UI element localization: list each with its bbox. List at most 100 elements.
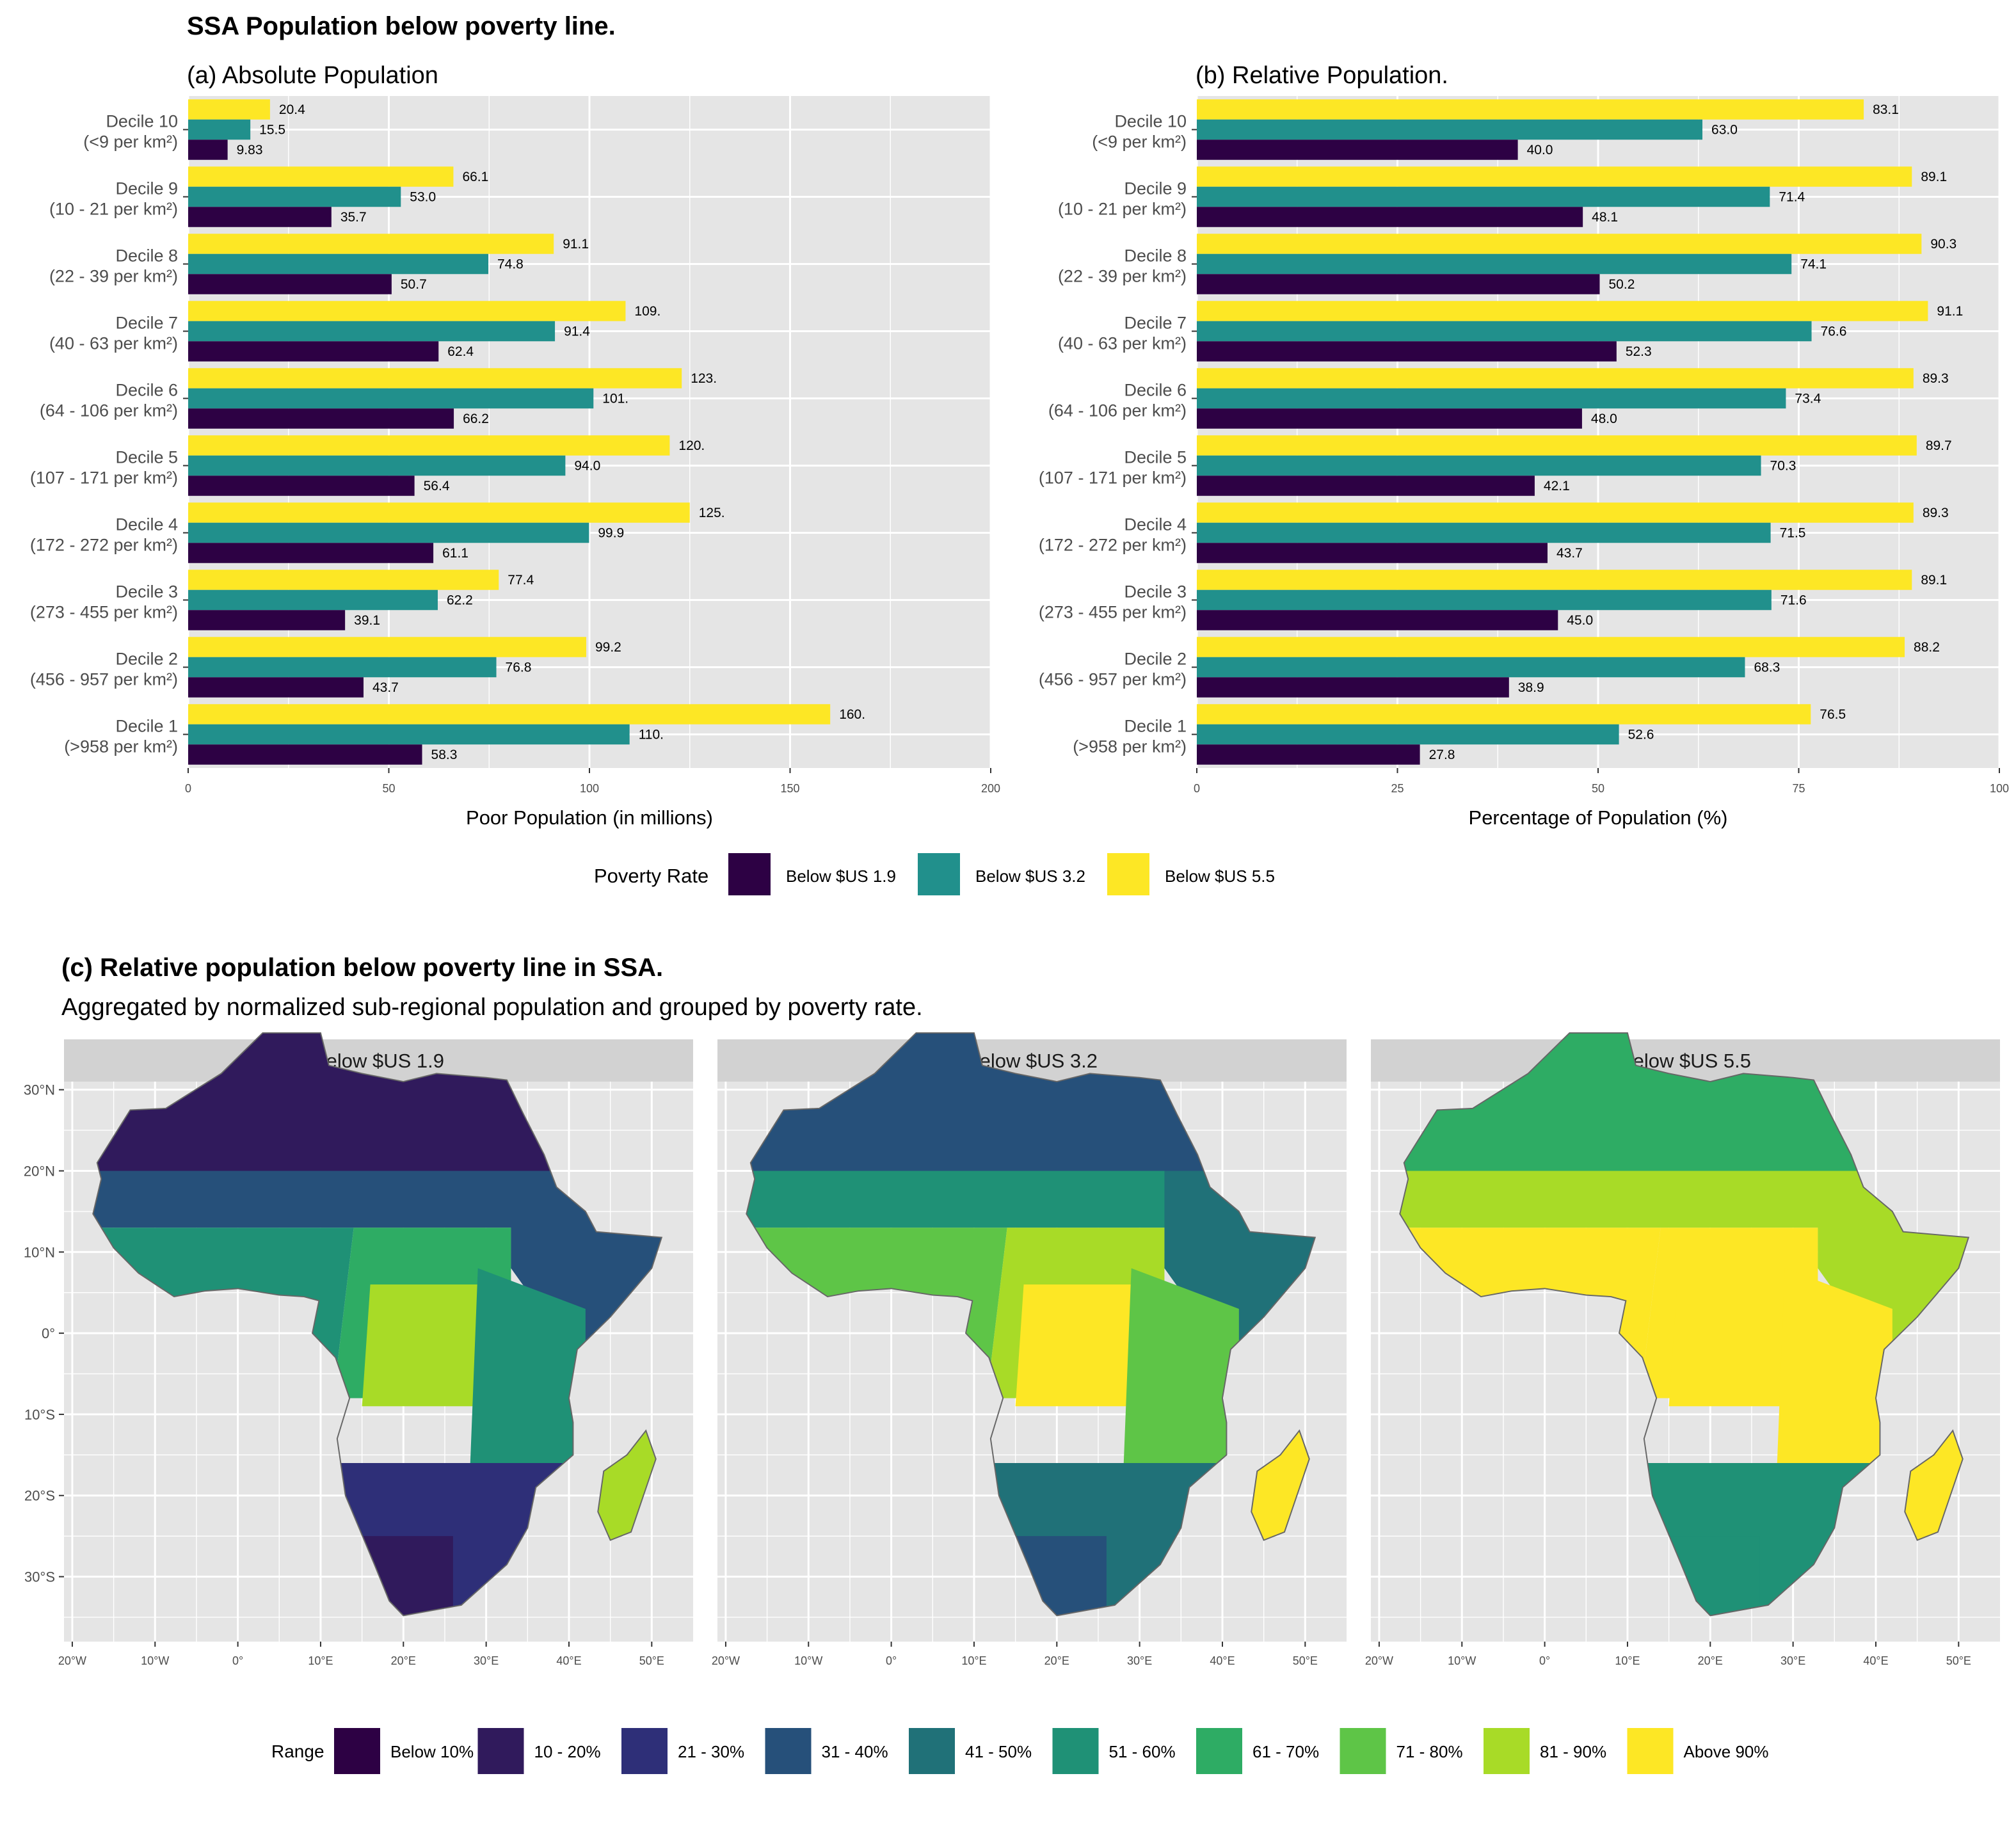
bar xyxy=(188,522,589,543)
y-tick-label: Decile 10 xyxy=(106,112,178,131)
y-tick-label: (40 - 63 per km²) xyxy=(49,334,178,353)
x-tick-label: 100 xyxy=(1990,782,2009,795)
x-tick-label: 0 xyxy=(1194,782,1200,795)
data-label: 123. xyxy=(691,371,717,386)
lon-tick-label: 50°E xyxy=(1293,1654,1318,1667)
y-tick-label: (10 - 21 per km²) xyxy=(1058,200,1187,219)
data-label: 62.2 xyxy=(447,593,473,608)
facet-strip xyxy=(1371,1039,2000,1082)
map-facet: Below $US 3.220°W 10°W 0° 10°E 20°E 30°E 40°E 5… xyxy=(712,1009,1347,1667)
bar xyxy=(188,677,364,698)
legend-swatch xyxy=(728,853,771,895)
bar xyxy=(188,543,434,563)
bar xyxy=(1197,341,1617,362)
facet-strip xyxy=(717,1039,1347,1082)
bar xyxy=(188,610,346,630)
lat-tick-label: 30°S xyxy=(24,1569,55,1585)
x-tick-label: 25 xyxy=(1391,782,1404,795)
bar xyxy=(188,341,439,362)
data-label: 71.4 xyxy=(1779,190,1805,205)
y-tick-label: Decile 9 xyxy=(1124,179,1187,198)
bar xyxy=(1197,408,1582,429)
y-tick-label: (107 - 171 per km²) xyxy=(30,468,178,488)
data-label: 74.1 xyxy=(1800,257,1827,272)
data-label: 125. xyxy=(699,506,725,520)
lon-tick-label: 0° xyxy=(886,1654,897,1667)
data-label: 50.7 xyxy=(401,277,427,292)
legend-label: 31 - 40% xyxy=(822,1742,888,1761)
maps: Below $US 1.920°W 10°W 0° 10°E 20°E 30°E 40°E 5… xyxy=(24,1009,2000,1667)
data-label: 62.4 xyxy=(447,344,474,359)
lat-tick-label: 0° xyxy=(42,1325,55,1341)
bar xyxy=(1197,166,1912,187)
x-tick-label: 50 xyxy=(1592,782,1604,795)
lon-tick-label: 50°E xyxy=(639,1654,664,1667)
bar xyxy=(188,455,566,476)
data-label: 39.1 xyxy=(354,613,380,628)
bar xyxy=(1197,301,1928,321)
chart-absolute-population: (a) Absolute Population 20.4 15.5 9.83 Decil… xyxy=(30,62,1000,829)
bar xyxy=(1197,321,1812,342)
y-tick-label: (456 - 957 per km²) xyxy=(1039,670,1187,689)
region-congo xyxy=(1668,1284,1802,1407)
data-label: 53.0 xyxy=(410,190,436,205)
legend-label: Below $US 5.5 xyxy=(1165,867,1275,886)
maps-subtitle: Aggregated by normalized sub-regional po… xyxy=(61,994,923,1021)
legend-swatch xyxy=(1627,1728,1674,1774)
bar xyxy=(188,234,554,254)
lon-tick-label: 20°E xyxy=(1698,1654,1723,1667)
data-label: 89.3 xyxy=(1923,506,1949,520)
legend-swatch xyxy=(334,1728,380,1774)
data-label: 76.6 xyxy=(1821,324,1847,339)
bar xyxy=(1197,207,1583,227)
y-tick-label: Decile 3 xyxy=(1124,582,1187,602)
y-tick-label: Decile 3 xyxy=(115,582,178,602)
y-tick-label: (273 - 455 per km²) xyxy=(30,603,178,622)
bar xyxy=(1197,186,1770,207)
data-label: 101. xyxy=(602,392,628,406)
lon-tick-label: 10°E xyxy=(1615,1654,1640,1667)
data-label: 52.3 xyxy=(1626,344,1652,359)
bar xyxy=(1197,589,1772,611)
bar xyxy=(1197,677,1509,698)
legend-title: Range xyxy=(271,1741,324,1761)
bar xyxy=(1197,610,1558,630)
lon-tick-label: 20°W xyxy=(1365,1654,1393,1667)
y-tick-label: Decile 8 xyxy=(1124,246,1187,266)
region-sahel xyxy=(1400,1171,1843,1228)
data-label: 48.0 xyxy=(1591,412,1617,426)
y-tick-label: (22 - 39 per km²) xyxy=(49,267,178,286)
bar xyxy=(188,408,454,429)
chart-title: (a) Absolute Population xyxy=(187,62,438,89)
data-label: 99.2 xyxy=(595,640,621,655)
lon-tick-label: 10°W xyxy=(1448,1654,1476,1667)
legend-range: Range Below 10% 10 - 20% 21 - 30% 31 - 40% 41… xyxy=(271,1728,1768,1774)
x-tick-label: 200 xyxy=(981,782,1000,795)
lon-tick-label: 0° xyxy=(232,1654,243,1667)
bar xyxy=(188,589,438,611)
y-tick-label: (>958 per km²) xyxy=(1073,737,1187,756)
legend-swatch xyxy=(909,1728,955,1774)
bar xyxy=(1197,253,1792,275)
data-label: 91.4 xyxy=(564,324,590,339)
x-tick-label: 100 xyxy=(580,782,599,795)
bar xyxy=(1197,234,1922,254)
data-label: 88.2 xyxy=(1914,640,1940,655)
bar xyxy=(188,119,251,140)
lon-tick-label: 20°W xyxy=(712,1654,740,1667)
data-label: 109. xyxy=(634,304,660,319)
data-label: 20.4 xyxy=(279,102,305,117)
bar xyxy=(1197,543,1548,563)
bar xyxy=(1197,724,1619,745)
bar xyxy=(188,166,454,187)
bar xyxy=(1197,388,1786,409)
main-title: SSA Population below poverty line. xyxy=(187,12,616,40)
lat-tick-label: 10°N xyxy=(24,1244,55,1260)
lat-tick-label: 30°N xyxy=(24,1082,55,1098)
lat-tick-label: 10°S xyxy=(24,1407,55,1423)
bar xyxy=(188,570,499,590)
legend-label: Below $US 3.2 xyxy=(975,867,1085,886)
y-tick-label: Decile 8 xyxy=(115,246,178,266)
data-label: 71.6 xyxy=(1780,593,1807,608)
